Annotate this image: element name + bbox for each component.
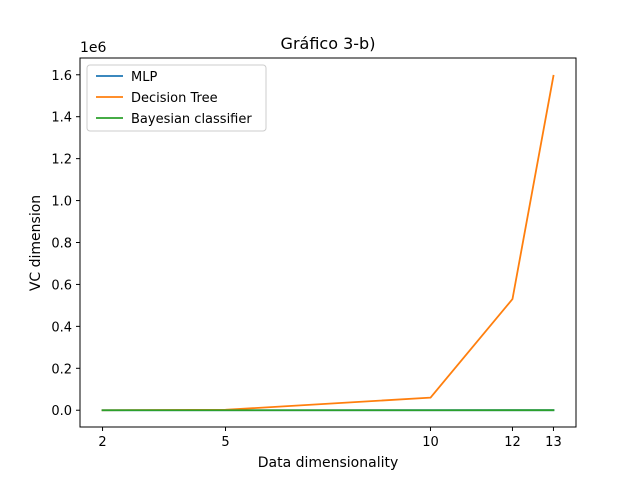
x-tick-label: 5 <box>221 435 229 450</box>
x-tick-label: 2 <box>98 435 106 450</box>
y-tick-label: 1.0 <box>51 195 72 210</box>
y-tick-label: 0.6 <box>51 278 72 293</box>
legend-label-mlp: MLP <box>131 70 157 85</box>
x-tick-label: 13 <box>545 435 562 450</box>
x-tick-label: 10 <box>422 435 439 450</box>
legend-label-decision-tree: Decision Tree <box>131 91 218 106</box>
y-tick-label: 1.2 <box>51 153 72 168</box>
x-tick-label: 12 <box>504 435 521 450</box>
chart-title: Gráfico 3-b) <box>281 34 376 53</box>
legend-label-bayesian-classifier: Bayesian classifier <box>131 112 252 127</box>
y-tick-label: 0.0 <box>51 404 72 419</box>
y-tick-label: 1.4 <box>51 111 72 126</box>
legend: MLP Decision Tree Bayesian classifier <box>87 65 266 131</box>
x-axis-label: Data dimensionality <box>258 455 399 471</box>
y-tick-label: 0.4 <box>51 320 72 335</box>
y-axis-multiplier: 1e6 <box>80 40 107 56</box>
y-axis-label: VC dimension <box>28 195 44 291</box>
y-tick-label: 1.6 <box>51 69 72 84</box>
y-tick-label: 0.8 <box>51 237 72 252</box>
y-tick-label: 0.2 <box>51 362 72 377</box>
